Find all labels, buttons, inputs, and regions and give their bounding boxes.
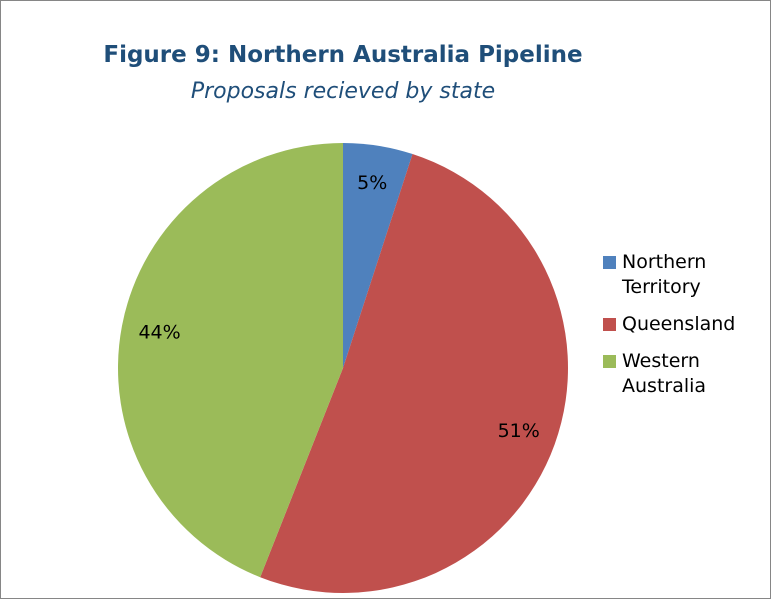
pie-slice bbox=[117, 143, 343, 578]
legend-item: Queensland bbox=[603, 312, 753, 337]
legend: Northern Territory Queensland Western Aust… bbox=[603, 250, 753, 411]
legend-label: Northern Territory bbox=[622, 251, 707, 298]
pie-slice bbox=[343, 143, 413, 368]
legend-swatch bbox=[603, 355, 616, 368]
legend-label: Queensland bbox=[622, 313, 736, 335]
data-label: 44% bbox=[138, 322, 180, 344]
legend-item: Northern Territory bbox=[603, 250, 753, 300]
chart-title: Figure 9: Northern Australia Pipeline bbox=[103, 42, 582, 68]
legend-item: Western Australia bbox=[603, 349, 753, 399]
legend-swatch bbox=[603, 318, 616, 331]
pie-slice bbox=[260, 154, 568, 593]
legend-label: Western Australia bbox=[622, 350, 707, 397]
legend-swatch bbox=[603, 256, 616, 269]
data-label: 5% bbox=[357, 172, 387, 194]
data-label: 51% bbox=[498, 420, 540, 442]
chart-subtitle: Proposals recieved by state bbox=[191, 79, 495, 104]
